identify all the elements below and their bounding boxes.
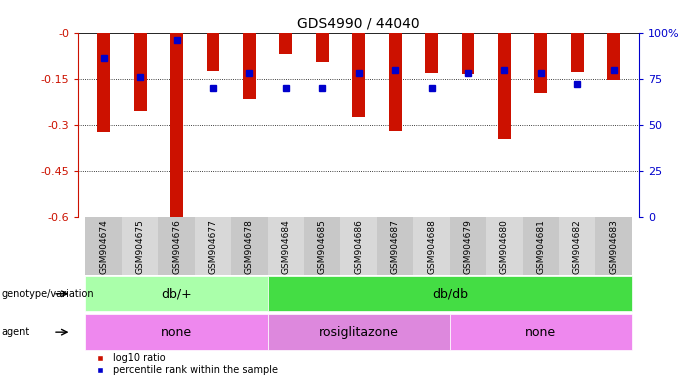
Bar <box>486 217 523 275</box>
Bar <box>607 33 620 80</box>
Text: GSM904675: GSM904675 <box>135 219 145 274</box>
Bar <box>534 33 547 93</box>
Text: GSM904685: GSM904685 <box>318 219 327 274</box>
Bar <box>243 33 256 99</box>
Text: GSM904687: GSM904687 <box>390 219 400 274</box>
Legend: log10 ratio, percentile rank within the sample: log10 ratio, percentile rank within the … <box>86 349 282 379</box>
Bar <box>134 33 146 111</box>
Text: GSM904674: GSM904674 <box>99 219 108 274</box>
Bar <box>449 217 486 275</box>
Bar <box>304 217 341 275</box>
Text: GSM904683: GSM904683 <box>609 219 618 274</box>
Bar <box>596 217 632 275</box>
Bar <box>86 276 268 311</box>
Bar <box>559 217 596 275</box>
Text: GSM904682: GSM904682 <box>573 219 582 274</box>
Text: none: none <box>161 326 192 339</box>
Text: GSM904684: GSM904684 <box>282 219 290 274</box>
Bar <box>413 217 449 275</box>
Text: none: none <box>525 326 556 339</box>
Bar <box>170 33 183 217</box>
Bar <box>86 314 268 350</box>
Bar <box>231 217 268 275</box>
Text: GSM904680: GSM904680 <box>500 219 509 274</box>
Text: db/db: db/db <box>432 287 468 300</box>
Text: rosiglitazone: rosiglitazone <box>319 326 398 339</box>
Bar <box>86 217 122 275</box>
Bar <box>352 33 365 117</box>
Text: db/+: db/+ <box>161 287 192 300</box>
Bar <box>341 217 377 275</box>
Bar <box>316 33 328 62</box>
Text: GSM904678: GSM904678 <box>245 219 254 274</box>
Text: GSM904677: GSM904677 <box>209 219 218 274</box>
Text: GSM904676: GSM904676 <box>172 219 181 274</box>
Bar <box>523 217 559 275</box>
Bar <box>97 33 110 132</box>
Text: genotype/variation: genotype/variation <box>1 289 94 299</box>
Bar <box>425 33 438 73</box>
Bar <box>268 276 632 311</box>
Bar <box>158 217 194 275</box>
Text: GSM904679: GSM904679 <box>464 219 473 274</box>
Text: GSM904686: GSM904686 <box>354 219 363 274</box>
Bar <box>498 33 511 139</box>
Bar <box>279 33 292 53</box>
Bar <box>268 314 449 350</box>
Bar <box>449 314 632 350</box>
Text: agent: agent <box>1 327 30 337</box>
Bar <box>462 33 475 74</box>
Bar <box>377 217 413 275</box>
Bar <box>122 217 158 275</box>
Text: GSM904688: GSM904688 <box>427 219 436 274</box>
Bar <box>268 217 304 275</box>
Bar <box>571 33 583 72</box>
Bar <box>194 217 231 275</box>
Text: GSM904681: GSM904681 <box>537 219 545 274</box>
Bar <box>389 33 401 131</box>
Title: GDS4990 / 44040: GDS4990 / 44040 <box>297 16 420 30</box>
Bar <box>207 33 220 71</box>
